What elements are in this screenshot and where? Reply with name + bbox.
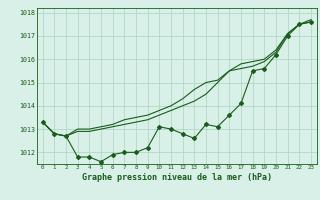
X-axis label: Graphe pression niveau de la mer (hPa): Graphe pression niveau de la mer (hPa)	[82, 173, 272, 182]
